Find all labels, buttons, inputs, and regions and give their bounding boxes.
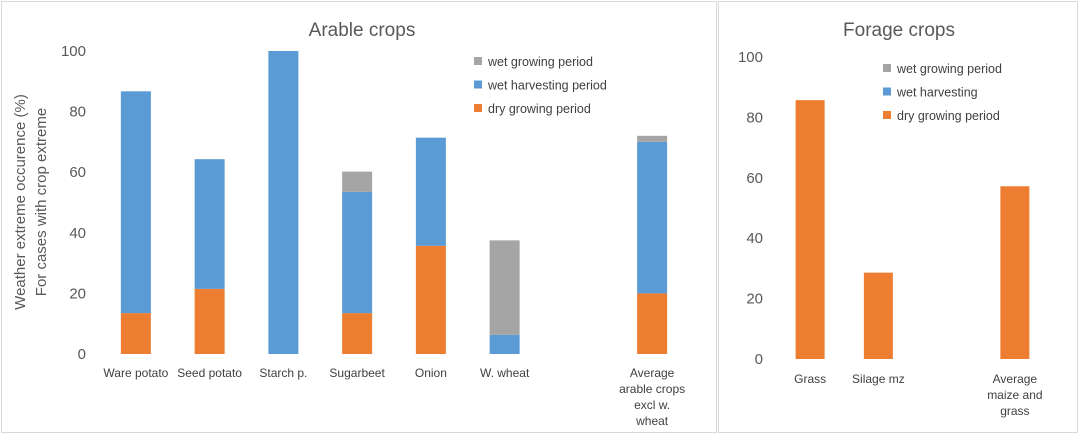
forage-category-label-0-line-0: Grass — [794, 372, 826, 386]
arable-category-label-7-line-1: arable crops — [619, 382, 685, 396]
arable-legend-label-2: dry growing period — [488, 102, 591, 116]
forage-y-tick-label-3: 60 — [746, 170, 763, 187]
arable-y-tick-label-1: 20 — [69, 285, 86, 302]
arable-category-label-1-line-0: Seed potato — [177, 366, 242, 380]
arable-legend-label-1: wet harvesting period — [487, 79, 607, 93]
arable-y-axis-label-line-2: For cases with crop extreme — [33, 108, 50, 296]
forage-category-label-3-line-2: grass — [1000, 404, 1029, 418]
arable-bar-3-series-2 — [342, 171, 373, 192]
arable-y-tick-label-2: 40 — [69, 225, 86, 242]
arable-chart-title: Arable crops — [309, 20, 416, 41]
forage-crops-chart: Forage crops 0 20 40 60 80 100 Grass Silage mz Av… — [738, 20, 1043, 418]
forage-legend-label-0: wet growing period — [896, 62, 1002, 76]
arable-bar-4-series-1 — [415, 137, 446, 246]
arable-legend-label-0: wet growing period — [487, 55, 593, 69]
arable-bar-4-series-0 — [415, 245, 446, 354]
forage-y-tick-label-2: 40 — [746, 230, 763, 247]
arable-bar-7-series-0 — [637, 293, 668, 354]
forage-category-label-3-line-1: maize and — [987, 388, 1042, 402]
arable-category-label-7-line-0: Average — [630, 366, 675, 380]
arable-y-tick-label-4: 80 — [69, 104, 86, 121]
arable-y-tick-label-5: 100 — [61, 43, 86, 60]
forage-crops-chart-panel: Forage crops 0 20 40 60 80 100 Grass Silage mz Av… — [718, 1, 1078, 433]
arable-category-label-3-line-0: Sugarbeet — [329, 366, 385, 380]
forage-legend-swatch-0 — [883, 64, 891, 72]
forage-y-tick-label-4: 80 — [746, 109, 763, 126]
arable-category-label-4-line-0: Onion — [415, 366, 447, 380]
forage-legend-label-1: wet harvesting — [896, 86, 978, 100]
arable-bar-2-series-1 — [268, 51, 299, 354]
arable-y-tick-label-0: 0 — [78, 346, 86, 363]
arable-crops-chart: Arable crops Weather extreme occurence (%… — [12, 20, 685, 428]
arable-category-label-7-line-2: excl w. — [634, 398, 670, 412]
arable-bar-1-series-0 — [194, 288, 225, 354]
arable-bar-1-series-1 — [194, 159, 225, 289]
arable-category-label-5-line-0: W. wheat — [480, 366, 530, 380]
arable-legend-swatch-0 — [474, 57, 482, 65]
forage-category-label-3-line-0: Average — [993, 372, 1038, 386]
forage-legend-swatch-1 — [883, 87, 891, 96]
arable-y-tick-label-3: 60 — [69, 164, 86, 181]
arable-y-axis-label-line-1: Weather extreme occurence (%) — [12, 94, 29, 310]
forage-bar-0-series-0 — [795, 100, 825, 359]
arable-crops-chart-panel: Arable crops Weather extreme occurence (%… — [1, 1, 717, 433]
forage-bar-1-series-0 — [863, 272, 893, 359]
forage-legend-label-2: dry growing period — [897, 109, 1000, 123]
arable-legend-swatch-1 — [474, 80, 482, 89]
arable-bar-3-series-0 — [342, 313, 373, 354]
arable-category-label-0-line-0: Ware potato — [103, 366, 168, 380]
forage-bar-3-series-0 — [1000, 186, 1030, 359]
forage-chart-title: Forage crops — [843, 20, 955, 41]
arable-bar-5-series-2 — [489, 240, 520, 335]
forage-legend-swatch-2 — [883, 111, 891, 119]
arable-bar-0-series-1 — [120, 91, 151, 314]
forage-y-tick-label-0: 0 — [755, 351, 763, 368]
forage-y-tick-label-5: 100 — [738, 49, 763, 66]
arable-category-label-7-line-3: wheat — [635, 414, 669, 428]
forage-y-tick-label-1: 20 — [746, 291, 763, 308]
arable-category-label-2-line-0: Starch p. — [259, 366, 307, 380]
forage-category-label-1-line-0: Silage mz — [852, 372, 905, 386]
arable-legend-swatch-2 — [474, 104, 482, 112]
arable-bar-5-series-1 — [489, 334, 520, 354]
arable-bar-7-series-2 — [637, 135, 668, 142]
arable-bar-0-series-0 — [120, 313, 151, 354]
arable-bar-7-series-1 — [637, 141, 668, 294]
arable-bar-3-series-1 — [342, 191, 373, 314]
